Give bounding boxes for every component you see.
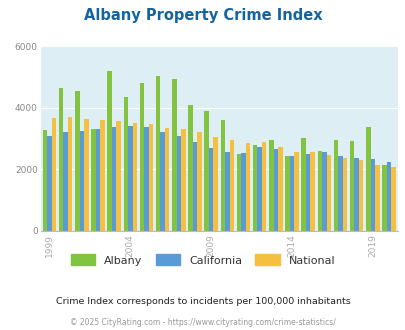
Bar <box>349 141 354 231</box>
Bar <box>209 148 213 231</box>
Bar <box>284 156 289 231</box>
Bar <box>192 142 197 231</box>
Bar <box>84 118 88 231</box>
Bar <box>220 120 224 231</box>
Bar <box>342 158 346 231</box>
Bar <box>289 156 294 231</box>
Bar <box>139 83 144 231</box>
Bar <box>47 136 51 231</box>
Bar <box>112 127 116 231</box>
Bar <box>181 129 185 231</box>
Bar <box>160 132 164 231</box>
Bar <box>245 143 249 231</box>
Bar <box>333 140 337 231</box>
Bar <box>273 149 277 231</box>
Bar <box>354 158 358 231</box>
Bar <box>132 122 137 231</box>
Bar <box>68 117 72 231</box>
Bar <box>172 80 176 231</box>
Text: © 2025 CityRating.com - https://www.cityrating.com/crime-statistics/: © 2025 CityRating.com - https://www.city… <box>70 318 335 327</box>
Bar <box>51 118 56 231</box>
Bar <box>305 154 310 231</box>
Bar <box>374 165 379 231</box>
Bar <box>204 112 209 231</box>
Bar <box>59 88 63 231</box>
Bar <box>79 131 84 231</box>
Bar <box>156 76 160 231</box>
Bar <box>277 147 282 231</box>
Bar <box>75 91 79 231</box>
Bar <box>269 140 273 231</box>
Bar <box>317 151 321 231</box>
Bar <box>386 162 390 231</box>
Text: Crime Index corresponds to incidents per 100,000 inhabitants: Crime Index corresponds to incidents per… <box>55 297 350 306</box>
Bar <box>241 153 245 231</box>
Bar <box>164 128 169 231</box>
Bar <box>91 129 96 231</box>
Bar <box>148 124 153 231</box>
Bar <box>294 151 298 231</box>
Bar <box>326 155 330 231</box>
Bar <box>213 137 217 231</box>
Bar <box>96 129 100 231</box>
Bar <box>310 152 314 231</box>
Bar <box>188 105 192 231</box>
Bar <box>337 155 342 231</box>
Bar <box>123 97 128 231</box>
Bar <box>261 142 266 231</box>
Bar <box>43 130 47 231</box>
Bar <box>252 145 257 231</box>
Bar <box>236 154 241 231</box>
Bar <box>197 132 201 231</box>
Bar <box>358 160 362 231</box>
Bar <box>128 126 132 231</box>
Bar <box>224 152 229 231</box>
Legend: Albany, California, National: Albany, California, National <box>66 250 339 270</box>
Bar <box>100 120 104 231</box>
Bar <box>107 71 112 231</box>
Bar <box>321 152 326 231</box>
Bar <box>365 127 370 231</box>
Bar <box>176 136 181 231</box>
Bar <box>144 127 148 231</box>
Bar <box>390 167 395 231</box>
Bar <box>229 140 234 231</box>
Bar <box>381 165 386 231</box>
Bar <box>257 147 261 231</box>
Text: Albany Property Crime Index: Albany Property Crime Index <box>83 8 322 23</box>
Bar <box>116 121 121 231</box>
Bar <box>370 159 374 231</box>
Bar <box>63 132 68 231</box>
Bar <box>301 138 305 231</box>
